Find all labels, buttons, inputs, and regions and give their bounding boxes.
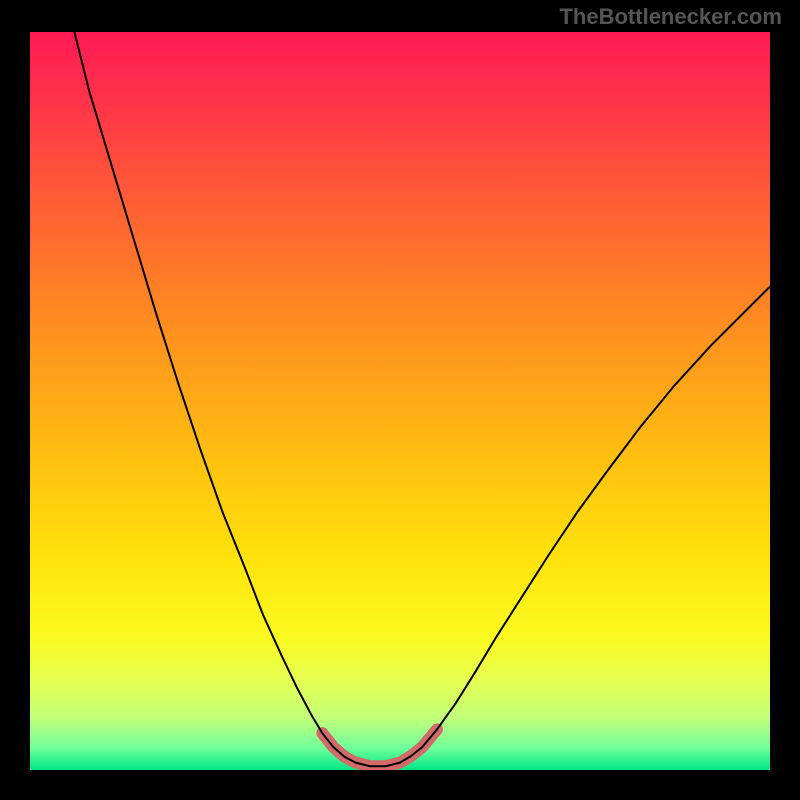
plot-area [30,32,770,770]
plot-svg [30,32,770,770]
watermark-text: TheBottlenecker.com [559,4,782,30]
gradient-background [30,32,770,770]
chart-container: TheBottlenecker.com [0,0,800,800]
